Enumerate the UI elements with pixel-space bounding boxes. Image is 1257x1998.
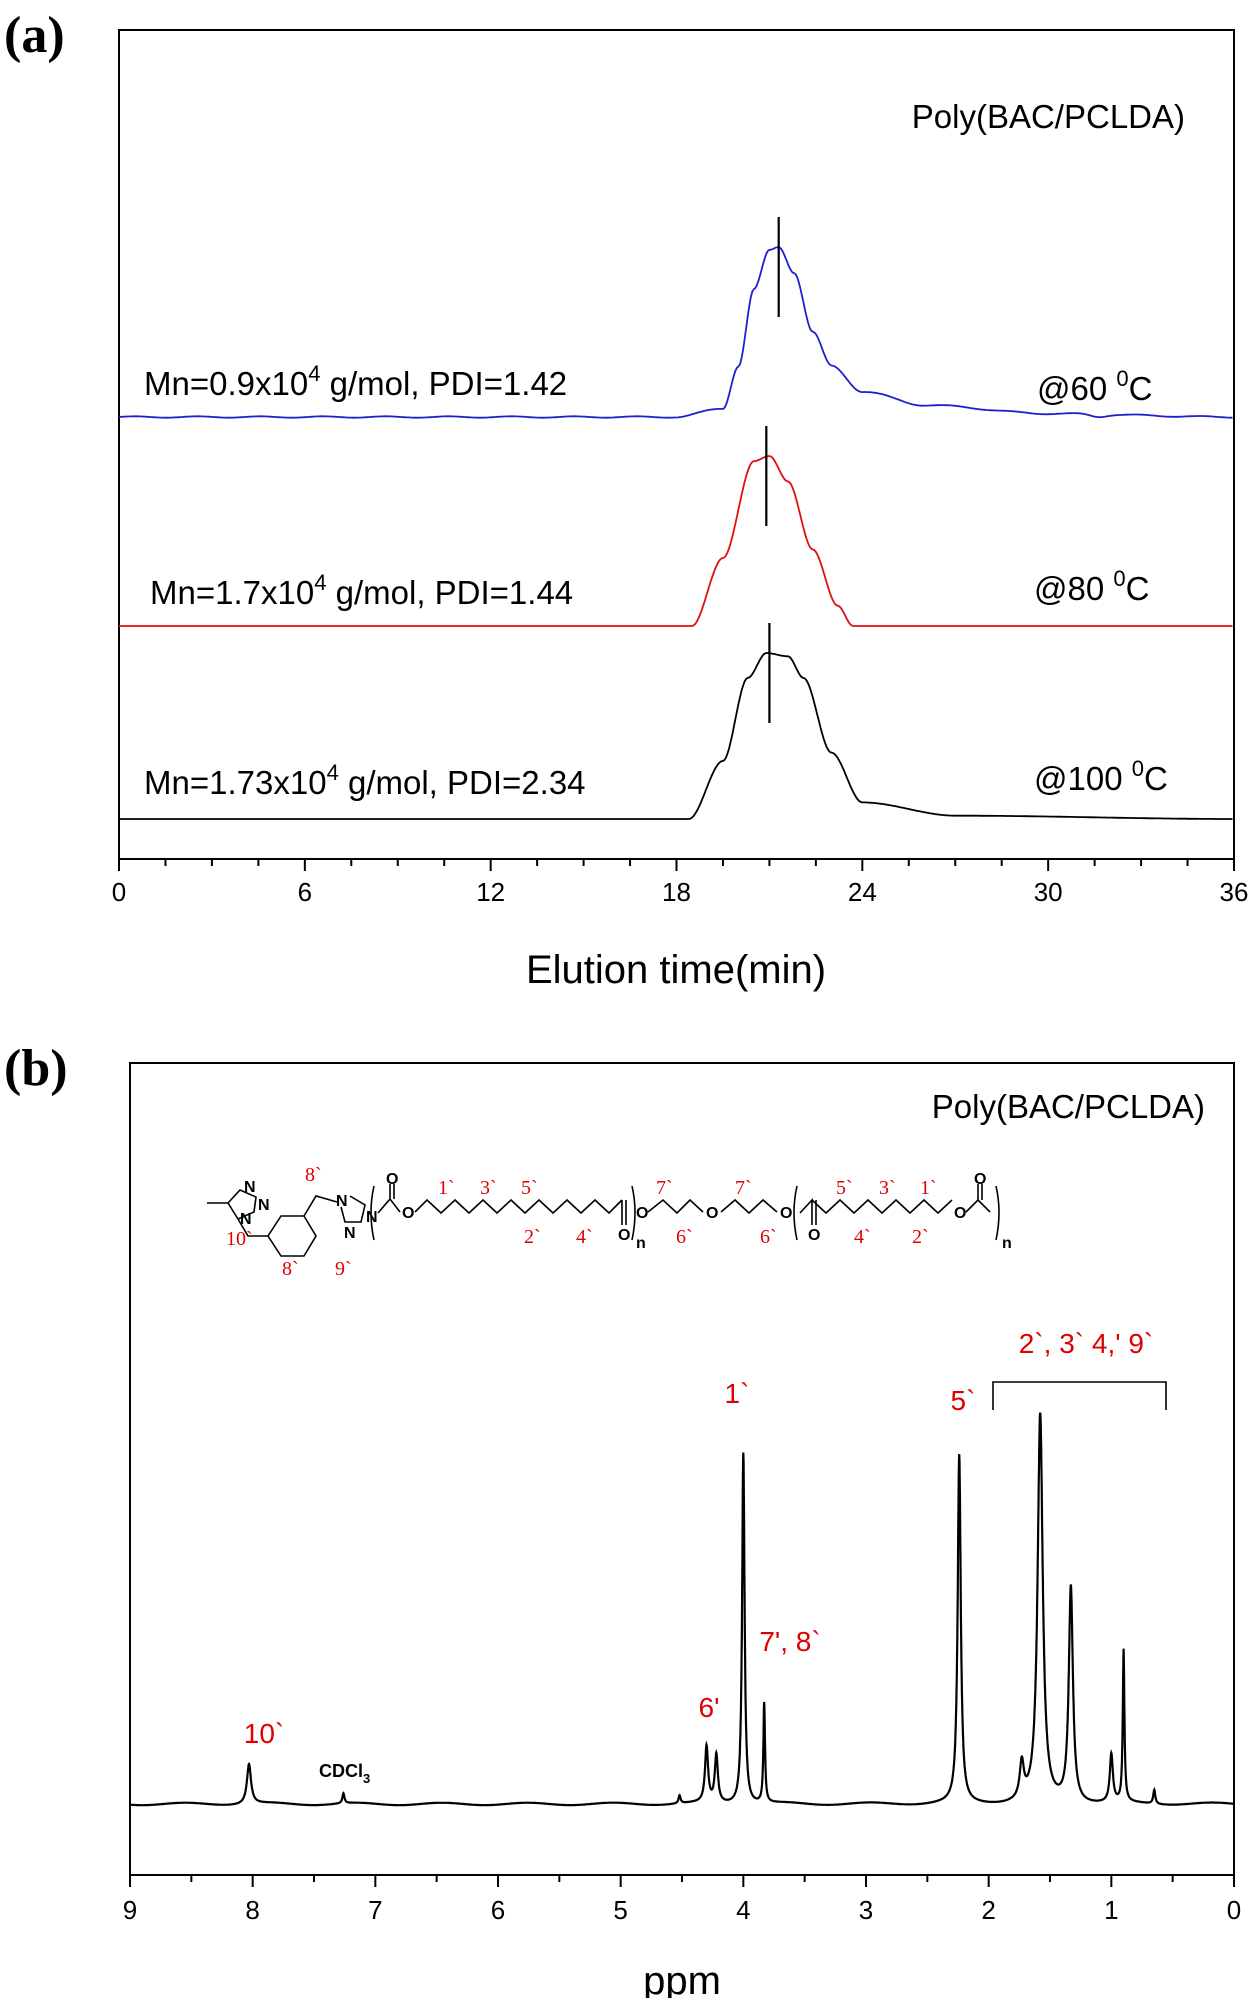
panel-a-series xyxy=(118,246,1233,820)
svg-text:7`: 7` xyxy=(735,1177,752,1199)
svg-text:O: O xyxy=(780,1205,792,1222)
x-tick-label: 12 xyxy=(476,877,505,907)
chemical-structure xyxy=(207,1184,1000,1257)
svg-text:O: O xyxy=(618,1227,630,1244)
svg-text:9`: 9` xyxy=(335,1258,352,1280)
svg-text:1`: 1` xyxy=(438,1177,455,1199)
x-tick-label: 7 xyxy=(368,1895,382,1925)
svg-text:3`: 3` xyxy=(879,1177,896,1199)
panel-a-x-axis-ticks: 0 6 12 18 24 30 36 xyxy=(112,859,1249,907)
panel-a-x-axis-title: Elution time(min) xyxy=(526,948,826,992)
x-tick-label: 1 xyxy=(1104,1895,1118,1925)
peak-label-5: 5` xyxy=(951,1385,976,1416)
series-line-600c xyxy=(118,246,1233,419)
panel-b: (b) 9 8 7 6 5 4 3 2 1 0 Poly(BAC/PCLDA) 10` CDCl3… xyxy=(4,1040,1241,1998)
peak-label-7-8: 7', 8` xyxy=(759,1626,820,1657)
svg-text:7`: 7` xyxy=(656,1177,673,1199)
x-tick-label: 30 xyxy=(1034,877,1063,907)
panel-a-frame xyxy=(118,29,1235,860)
series-line-800c xyxy=(119,455,1233,627)
series-80-mn-label: Mn=1.7x104 g/mol, PDI=1.44 xyxy=(150,570,573,611)
x-tick-label: 3 xyxy=(859,1895,873,1925)
panel-b-x-axis-title: ppm xyxy=(643,1959,721,1998)
panel-a: (a) 0 6 12 18 24 30 36 Poly(BAC/PCLDA) Mn=0.9x… xyxy=(4,7,1248,992)
series-60-temp-label: @60 0C xyxy=(1037,366,1152,407)
chemical-structure-atoms: N N N N N N O O O O O O O O O n n xyxy=(240,1171,1012,1252)
svg-text:N: N xyxy=(258,1197,270,1214)
chemical-structure-numbering: 8` 1` 3` 5` 7` 7` 5` 3` 1` 10` 8` 9` 2` … xyxy=(226,1164,937,1280)
svg-text:6`: 6` xyxy=(760,1226,777,1248)
svg-text:8`: 8` xyxy=(305,1164,322,1186)
svg-text:O: O xyxy=(974,1171,986,1188)
svg-text:O: O xyxy=(402,1205,414,1222)
svg-text:2`: 2` xyxy=(912,1226,929,1248)
svg-text:5`: 5` xyxy=(836,1177,853,1199)
svg-text:8`: 8` xyxy=(282,1258,299,1280)
svg-text:2`: 2` xyxy=(524,1226,541,1248)
svg-text:4`: 4` xyxy=(854,1226,871,1248)
series-100-mn-label: Mn=1.73x104 g/mol, PDI=2.34 xyxy=(144,760,586,801)
panel-a-label: (a) xyxy=(4,7,65,64)
peak-label-1: 1` xyxy=(725,1378,750,1409)
svg-text:O: O xyxy=(706,1205,718,1222)
series-100-temp-label: @100 0C xyxy=(1034,756,1168,797)
panel-b-title: Poly(BAC/PCLDA) xyxy=(932,1088,1205,1125)
svg-text:N: N xyxy=(336,1193,348,1210)
peak-label-group: 2`, 3` 4,' 9` xyxy=(1019,1328,1154,1359)
x-tick-label: 2 xyxy=(981,1895,995,1925)
peak-label-cdcl3: CDCl3 xyxy=(319,1761,370,1786)
nmr-spectrum-line xyxy=(129,1412,1234,1807)
panel-b-x-axis-ticks: 9 8 7 6 5 4 3 2 1 0 xyxy=(123,1875,1241,1925)
svg-text:5`: 5` xyxy=(521,1177,538,1199)
peak-label-10: 10` xyxy=(244,1718,284,1749)
series-80-temp-label: @80 0C xyxy=(1034,566,1149,607)
svg-text:N: N xyxy=(366,1209,378,1226)
panel-b-frame xyxy=(129,1062,1235,1876)
svg-text:4`: 4` xyxy=(576,1226,593,1248)
svg-text:N: N xyxy=(344,1225,356,1242)
x-tick-label: 6 xyxy=(298,877,312,907)
x-tick-label: 0 xyxy=(112,877,126,907)
svg-text:1`: 1` xyxy=(920,1177,937,1199)
x-tick-label: 0 xyxy=(1227,1895,1241,1925)
panel-a-peak-markers xyxy=(765,217,780,723)
svg-text:3`: 3` xyxy=(480,1177,497,1199)
svg-text:O: O xyxy=(954,1205,966,1222)
x-tick-label: 24 xyxy=(848,877,877,907)
panel-a-title: Poly(BAC/PCLDA) xyxy=(912,98,1185,135)
x-tick-label: 18 xyxy=(662,877,691,907)
panel-b-label: (b) xyxy=(4,1040,68,1097)
svg-text:10`: 10` xyxy=(226,1228,253,1250)
series-60-mn-label: Mn=0.9x104 g/mol, PDI=1.42 xyxy=(144,361,567,402)
svg-text:n: n xyxy=(636,1235,646,1252)
svg-text:O: O xyxy=(386,1171,398,1188)
x-tick-label: 6 xyxy=(491,1895,505,1925)
svg-text:N: N xyxy=(240,1211,252,1228)
svg-text:O: O xyxy=(808,1227,820,1244)
x-tick-label: 9 xyxy=(123,1895,137,1925)
svg-text:O: O xyxy=(636,1205,648,1222)
svg-text:N: N xyxy=(244,1179,256,1196)
x-tick-label: 36 xyxy=(1220,877,1249,907)
panel-b-spectrum xyxy=(129,1412,1234,1807)
peak-group-bracket xyxy=(992,1381,1167,1410)
svg-text:6`: 6` xyxy=(676,1226,693,1248)
svg-text:n: n xyxy=(1002,1235,1012,1252)
x-tick-label: 4 xyxy=(736,1895,750,1925)
x-tick-label: 5 xyxy=(613,1895,627,1925)
peak-label-6: 6' xyxy=(699,1692,720,1723)
series-line-100c xyxy=(119,652,1233,820)
x-tick-label: 8 xyxy=(245,1895,259,1925)
